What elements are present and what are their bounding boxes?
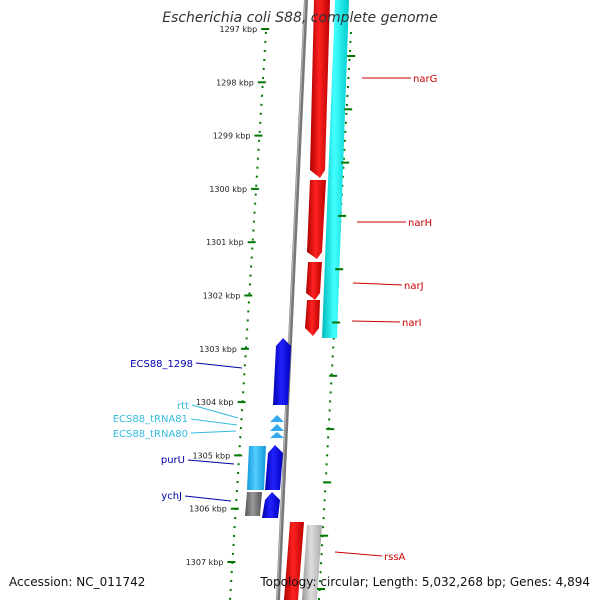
gene-feature-rssA-part <box>302 525 322 600</box>
tick-label: 1297 kbp <box>219 25 257 34</box>
topology-text: Topology: circular; Length: 5,032,268 bp… <box>259 575 590 589</box>
gene-feature-purU <box>265 445 283 490</box>
gene-feature-rssA <box>284 522 304 600</box>
leader-tRNA80 <box>190 430 237 434</box>
tick-label: 1306 kbp <box>189 505 227 514</box>
gene-label-purU[interactable]: purU <box>161 455 185 466</box>
gene-feature-tRNA81 <box>270 415 284 422</box>
genome-backbone-highlight <box>276 0 306 600</box>
gene-label-ychJ[interactable]: ychJ <box>161 491 182 502</box>
tick-label: 1300 kbp <box>209 185 247 194</box>
gene-feature-narH <box>307 180 326 259</box>
gene-feature-narJ <box>306 262 322 300</box>
accession-text: Accession: NC_011742 <box>9 575 145 589</box>
tick-label: 1307 kbp <box>186 558 224 567</box>
leader-ECS88-1298 <box>195 362 243 369</box>
gene-label-tRNA81[interactable]: ECS88_tRNA81 <box>113 414 188 425</box>
gene-label-narH[interactable]: narH <box>408 218 432 229</box>
rna-track <box>322 0 349 338</box>
leader-rtt <box>191 404 239 419</box>
leader-narJ <box>352 282 403 286</box>
leader-narI <box>351 320 401 323</box>
leader-ychJ <box>184 495 232 502</box>
gene-feature-ECS88-1298 <box>273 338 291 405</box>
tick-label: 1298 kbp <box>216 78 254 87</box>
gene-label-narG[interactable]: narG <box>413 74 437 85</box>
gene-feature-rtt <box>247 446 266 490</box>
scale-ticks: 1297 kbp 1298 kbp 1299 kbp 1300 kbp 1301 kbp… <box>186 25 356 590</box>
leader-tRNA81 <box>190 418 238 426</box>
tick-label: 1303 kbp <box>199 345 237 354</box>
gene-label-narI[interactable]: narI <box>402 318 422 329</box>
gene-label-ECS88-1298[interactable]: ECS88_1298 <box>130 359 193 370</box>
gene-label-rssA[interactable]: rssA <box>384 552 406 563</box>
gene-feature-narG <box>310 0 330 178</box>
map-title: Escherichia coli S88, complete genome <box>162 10 438 26</box>
genome-backbone <box>276 0 308 600</box>
gene-feature-grey <box>245 492 262 516</box>
tick-label: 1299 kbp <box>213 132 251 141</box>
gene-feature-tRNA-extra <box>270 432 284 438</box>
tick-label: 1301 kbp <box>206 238 244 247</box>
gene-feature-tRNA80 <box>270 424 284 431</box>
leader-rssA <box>334 551 383 557</box>
gene-label-tRNA80[interactable]: ECS88_tRNA80 <box>113 429 188 440</box>
tick-label: 1304 kbp <box>196 398 234 407</box>
tick-label: 1305 kbp <box>192 451 230 460</box>
gene-label-rtt[interactable]: rtt <box>177 401 189 412</box>
gene-feature-ychJ <box>262 492 280 518</box>
tick-label: 1302 kbp <box>203 292 241 301</box>
gene-label-narJ[interactable]: narJ <box>404 281 424 292</box>
leader-purU <box>187 459 235 465</box>
gene-feature-narI <box>305 300 320 336</box>
